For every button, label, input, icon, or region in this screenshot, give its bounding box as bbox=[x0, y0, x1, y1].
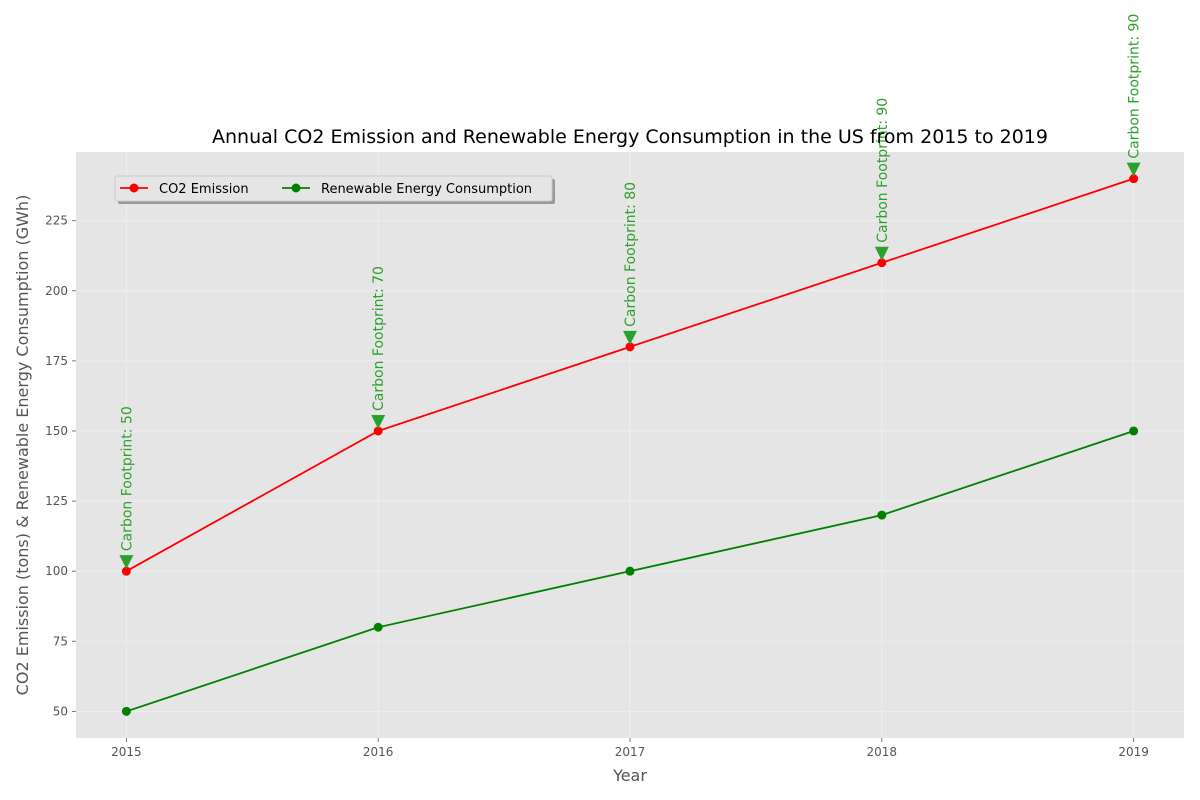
renewable-data-point bbox=[373, 622, 383, 632]
legend-renewable-label: Renewable Energy Consumption bbox=[321, 182, 532, 197]
annotation-layer: Carbon Footprint: 50 Carbon Footprint: 70… bbox=[119, 14, 1143, 570]
annotation-label: Carbon Footprint: 70 bbox=[371, 266, 387, 411]
annotation-arrow-marker bbox=[371, 414, 386, 429]
chart-title: Annual CO2 Emission and Renewable Energy… bbox=[212, 126, 1048, 148]
y-tick-label: 150 bbox=[45, 424, 68, 438]
y-tick-label: 100 bbox=[45, 564, 68, 578]
x-tick-label: 2015 bbox=[111, 745, 142, 759]
y-tick-label: 75 bbox=[53, 634, 68, 648]
annotation-label: Carbon Footprint: 50 bbox=[119, 406, 135, 551]
legend-co2-marker bbox=[129, 183, 139, 193]
x-tick-label: 2016 bbox=[363, 745, 394, 759]
legend-renewable-marker bbox=[291, 183, 301, 193]
y-tick-label: 50 bbox=[53, 704, 68, 718]
annotation-label: Carbon Footprint: 90 bbox=[1127, 14, 1143, 159]
co2-data-point bbox=[877, 258, 887, 268]
y-axis-label: CO2 Emission (tons) & Renewable Energy C… bbox=[13, 195, 32, 696]
annotation-arrow-marker bbox=[1126, 162, 1141, 177]
tick-layer: 2015 2016 2017 2018 2019 50 75 100 125 150 175 200 2… bbox=[45, 214, 1149, 759]
renewable-data-point bbox=[121, 706, 131, 716]
co2-data-point bbox=[373, 426, 383, 436]
co2-data-point bbox=[121, 566, 131, 576]
co2-data-point bbox=[1129, 174, 1139, 184]
legend: CO2 Emission Renewable Energy Consumptio… bbox=[114, 175, 555, 204]
co2-data-point bbox=[625, 342, 635, 352]
series-layer bbox=[121, 174, 1139, 716]
annotation-arrow-marker bbox=[874, 246, 889, 261]
annotation-arrow-marker bbox=[119, 555, 134, 570]
annotation-arrow-marker bbox=[623, 330, 637, 345]
renewable-data-point bbox=[1129, 426, 1139, 436]
legend-box bbox=[114, 175, 553, 202]
x-tick-label: 2018 bbox=[867, 745, 898, 759]
y-tick-label: 225 bbox=[45, 214, 68, 228]
annotation-label: Carbon Footprint: 80 bbox=[623, 182, 639, 327]
annotation-label: Carbon Footprint: 90 bbox=[875, 98, 891, 243]
x-axis-label: Year bbox=[612, 766, 647, 785]
y-tick-label: 175 bbox=[45, 354, 68, 368]
y-tick-label: 125 bbox=[45, 494, 68, 508]
legend-co2-label: CO2 Emission bbox=[159, 182, 249, 197]
x-tick-label: 2017 bbox=[615, 745, 646, 759]
y-tick-label: 200 bbox=[45, 284, 68, 298]
renewable-data-point bbox=[625, 566, 635, 576]
renewable-data-point bbox=[877, 510, 887, 520]
grid-lines bbox=[76, 152, 1184, 738]
x-tick-label: 2019 bbox=[1118, 745, 1149, 759]
